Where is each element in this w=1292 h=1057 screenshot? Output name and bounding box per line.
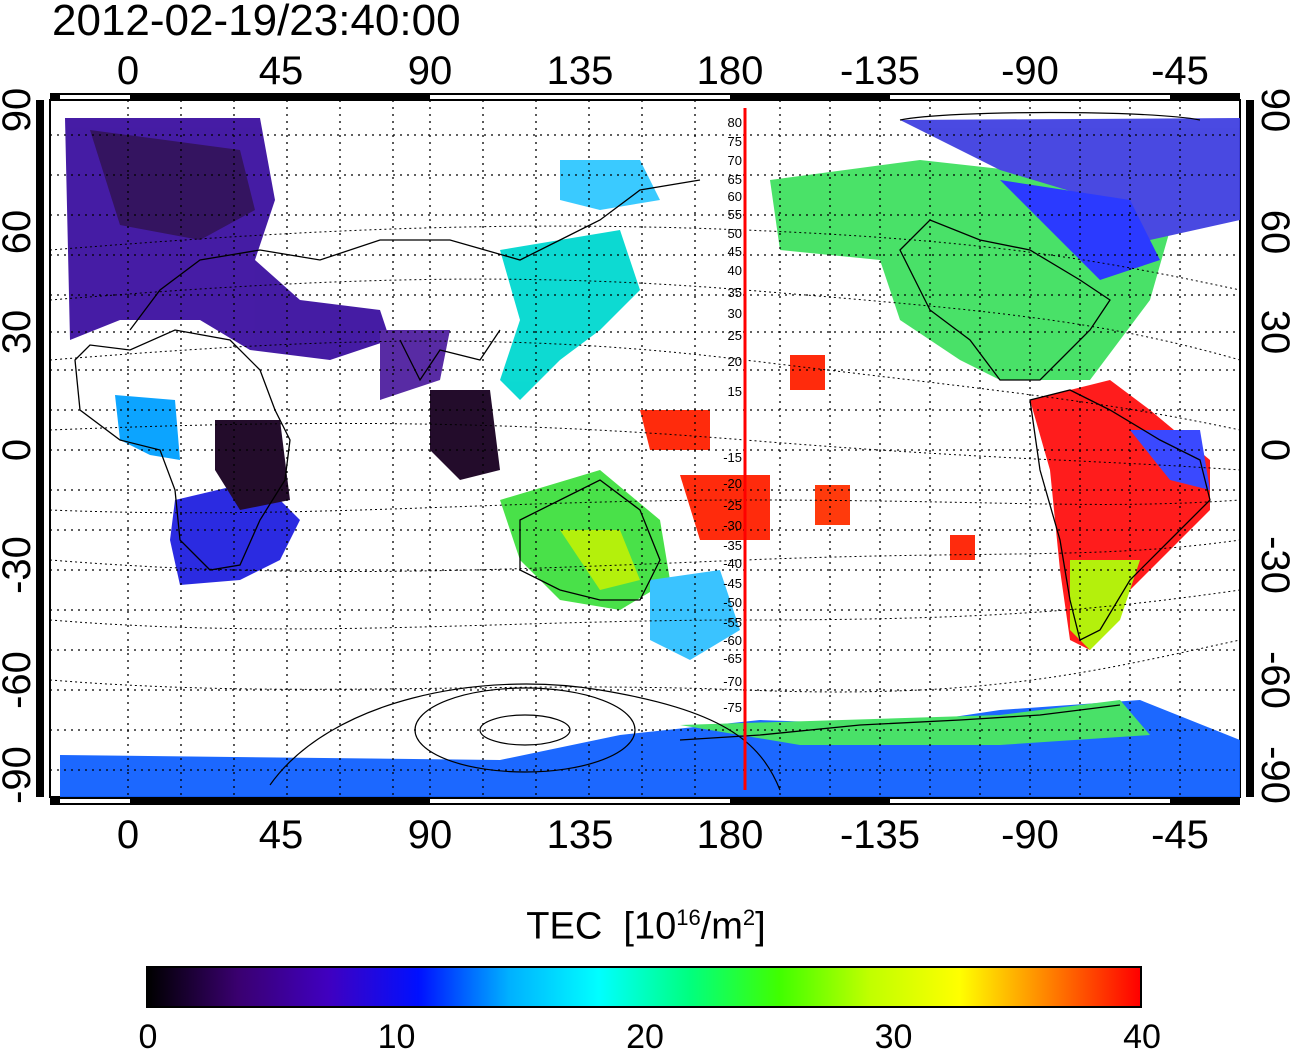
contour-label: 75 [728, 134, 742, 149]
lon-tick-bottom: 180 [697, 813, 764, 857]
lon-tick-bottom: 0 [117, 813, 139, 857]
contour-label: 55 [728, 207, 742, 222]
contour-label: -75 [723, 700, 742, 715]
lon-tick-bottom: -90 [1001, 813, 1059, 857]
lon-tick-bottom: 135 [547, 813, 614, 857]
lat-tick-left: 60 [0, 210, 39, 255]
contour-label: 60 [728, 189, 742, 204]
colorbar-tick-label: 40 [1123, 1018, 1161, 1056]
lon-tick-top: 135 [547, 49, 614, 93]
lat-tick-left: -90 [0, 746, 39, 804]
contour-label: -35 [723, 538, 742, 553]
contour-label: -70 [723, 674, 742, 689]
lon-tick-bottom: 90 [408, 813, 453, 857]
lon-tick-bottom: 45 [259, 813, 304, 857]
left-axis-bar [36, 100, 44, 797]
lat-tick-right: -30 [1253, 536, 1292, 594]
contour-label: -45 [723, 576, 742, 591]
region-africa [115, 395, 180, 460]
contour-label: -60 [723, 633, 742, 648]
lat-tick-left: 90 [0, 88, 39, 133]
contour-label: -50 [723, 595, 742, 610]
colorbar-title: TEC [1016/m2] [526, 905, 766, 948]
contour-label: 50 [728, 226, 742, 241]
colorbar [146, 966, 1142, 1008]
contour-label: 35 [728, 285, 742, 300]
right-axis-bar [1246, 100, 1254, 797]
contour-label: -15 [723, 450, 742, 465]
south-pole-contours [269, 111, 1201, 791]
contour-label: -65 [723, 651, 742, 666]
colorbar-tick-label: 10 [377, 1018, 416, 1056]
lon-tick-top: 0 [117, 49, 139, 93]
colorbar-tick-label: 30 [874, 1018, 913, 1056]
contour-label: 80 [728, 115, 742, 130]
region-asia-east [500, 230, 640, 400]
lat-tick-right: 60 [1253, 210, 1292, 255]
colorbar-tick-label: 20 [626, 1018, 664, 1056]
lat-tick-right: 0 [1253, 439, 1292, 461]
lat-tick-right: -90 [1253, 746, 1292, 804]
lon-tick-top: 90 [408, 49, 453, 93]
tec-map: 80 75 70 65 60 55 50 45 40 35 30 25 20 15 -15 -20 -25 -30… [0, 49, 1292, 857]
contour-label: -55 [723, 615, 742, 630]
lat-tick-right: 90 [1253, 88, 1292, 133]
contour-label: 45 [728, 244, 742, 259]
lat-tick-right: 30 [1253, 310, 1292, 355]
region-pacific-south [680, 475, 770, 540]
lat-tick-right: -60 [1253, 651, 1292, 709]
lon-tick-bottom: -135 [840, 813, 920, 857]
contour-label: 65 [728, 172, 742, 187]
lat-tick-left: -60 [0, 651, 39, 709]
lat-tick-left: 0 [0, 439, 39, 461]
timestamp: 2012-02-19/23:40:00 [52, 0, 461, 45]
contour-label: 15 [728, 384, 742, 399]
lat-tick-left: -30 [0, 536, 39, 594]
contour-label-group: 80 75 70 65 60 55 50 45 40 35 30 25 20 15 -15 -20 -25 -30… [723, 115, 742, 715]
contour-label: -25 [723, 498, 742, 513]
coastlines [74, 179, 1211, 741]
lon-tick-top: -90 [1001, 49, 1059, 93]
contour-label: 25 [728, 328, 742, 343]
lon-tick-bottom: -45 [1151, 813, 1209, 857]
contour-label: 20 [728, 354, 742, 369]
contour-label: -20 [723, 476, 742, 491]
contour-label: 40 [728, 263, 742, 278]
lon-tick-top: 180 [697, 49, 764, 93]
contour-label: -30 [723, 518, 742, 533]
contour-label: -40 [723, 556, 742, 571]
lon-tick-top: -45 [1151, 49, 1209, 93]
lon-tick-top: -135 [840, 49, 920, 93]
colorbar-tick-label: 0 [138, 1018, 158, 1056]
graticule [50, 100, 1240, 797]
lon-tick-top: 45 [259, 49, 304, 93]
contour-label: 30 [728, 306, 742, 321]
contour-label: 70 [728, 153, 742, 168]
tec-data-layer [60, 118, 1240, 797]
lat-tick-left: 30 [0, 310, 39, 355]
